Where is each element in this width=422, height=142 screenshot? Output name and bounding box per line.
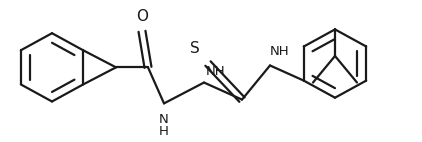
Text: N
H: N H xyxy=(159,113,169,138)
Text: NH: NH xyxy=(206,65,226,78)
Text: NH: NH xyxy=(270,45,289,58)
Text: O: O xyxy=(136,9,148,24)
Text: S: S xyxy=(190,41,200,56)
